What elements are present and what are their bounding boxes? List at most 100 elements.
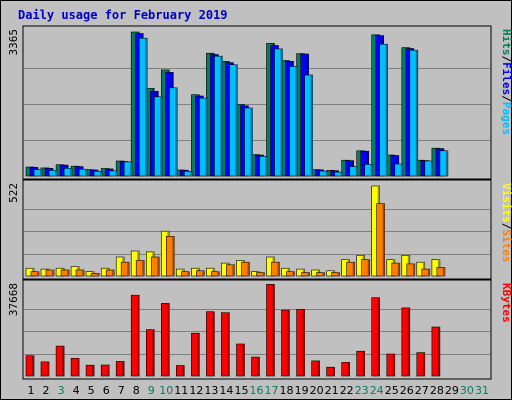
bar-shade <box>107 365 110 376</box>
bar-shade <box>265 156 268 176</box>
bar-shade <box>182 365 185 376</box>
bar-shade <box>212 311 215 376</box>
legend-requests: Hits/Files/Pages <box>500 29 512 135</box>
bar-shade <box>310 75 313 176</box>
x-tick-label: 30 <box>460 384 474 397</box>
chart-title: Daily usage for February 2019 <box>18 8 228 22</box>
panel-visits: 522 Visits/Sites <box>7 179 512 280</box>
legend-entry: / <box>500 56 512 63</box>
bar-shade <box>115 170 118 176</box>
panel-kbytes: 37668 KBytes <box>7 279 512 380</box>
x-tick-label: 29 <box>445 384 459 397</box>
x-tick-label: 5 <box>88 384 95 397</box>
bar-shade <box>295 66 298 176</box>
legend-entry: Files <box>500 62 512 95</box>
bar-shade <box>112 270 115 276</box>
bar-shade <box>337 272 340 276</box>
bar-shade <box>142 260 145 276</box>
bar-shade <box>130 161 133 176</box>
bar-shade <box>317 360 320 376</box>
bar-shade <box>277 262 280 276</box>
x-tick-label: 13 <box>204 384 218 397</box>
x-tick-label: 17 <box>265 384 279 397</box>
x-tick-label: 4 <box>73 384 80 397</box>
bar-shade <box>442 267 445 276</box>
bar-shade <box>325 171 328 176</box>
bar-shade <box>355 166 358 176</box>
bar-shade <box>197 333 200 376</box>
bar-shade <box>287 310 290 376</box>
bar-shade <box>437 327 440 376</box>
bar-shade <box>400 164 403 176</box>
bar-shade <box>280 48 283 176</box>
x-tick-label: 8 <box>133 384 140 397</box>
bar-shade <box>202 270 205 276</box>
bar-shade <box>97 273 100 276</box>
bar-shade <box>322 272 325 276</box>
y-axis-max-label: 3365 <box>7 29 20 56</box>
bar-shade <box>367 259 370 276</box>
x-tick-label: 28 <box>430 384 444 397</box>
panel-requests: 3365 Hits/Files/Pages <box>7 25 512 180</box>
legend-visits: Visits/Sites <box>500 183 512 263</box>
bar-shade <box>40 169 42 176</box>
y-axis-max-label: 37668 <box>7 283 20 316</box>
bar-shade <box>347 362 350 376</box>
bar-shade <box>397 263 400 276</box>
x-tick-label: 7 <box>118 384 125 397</box>
bar-shade <box>430 161 433 176</box>
bar-shade <box>145 38 148 177</box>
bar-shade <box>362 351 365 376</box>
bar-shade <box>55 170 57 176</box>
x-tick-label: 12 <box>189 384 203 397</box>
bar-shade <box>232 264 235 276</box>
bar-shade <box>412 263 415 276</box>
y-axis-max-label: 522 <box>7 183 20 203</box>
x-tick-label: 22 <box>340 384 354 397</box>
bar-shade <box>422 352 425 376</box>
bar-shade <box>205 98 208 176</box>
legend-entry: / <box>500 95 512 102</box>
x-axis-labels: 1 2 3 4 5 6 7 8 9 10 11 12 13 14 15 16 17 18 19 20 21 22 23 24 2… <box>28 384 490 397</box>
x-tick-label: 25 <box>385 384 399 397</box>
bar-shade <box>262 272 265 276</box>
bar-shade <box>190 171 193 176</box>
x-tick-label: 14 <box>219 384 233 397</box>
bar-shade <box>332 367 335 376</box>
x-tick-label: 19 <box>295 384 309 397</box>
bar-shade <box>366 151 369 176</box>
bar-shade <box>407 307 410 376</box>
legend-entry: Visits <box>500 183 512 223</box>
x-tick-label: 6 <box>103 384 110 397</box>
bar-shade <box>122 361 125 376</box>
x-tick-label: 15 <box>235 384 249 397</box>
bar-shade <box>67 270 70 276</box>
bar-shade <box>172 236 175 276</box>
legend-entry: Pages <box>500 102 512 135</box>
x-tick-label: 31 <box>475 384 489 397</box>
x-tick-label: 1 <box>28 384 35 397</box>
bar-shade <box>250 108 253 176</box>
x-tick-label: 24 <box>370 384 384 397</box>
bar-shade <box>137 295 140 376</box>
bar-shade <box>427 269 430 276</box>
bar-shade <box>220 56 223 177</box>
bar-shade <box>127 262 130 276</box>
bar-shade <box>227 312 230 376</box>
bar-shade <box>382 203 385 276</box>
bar-shade <box>85 169 88 176</box>
legend-entry: Hits <box>500 29 512 56</box>
bar-shade <box>52 270 54 276</box>
x-tick-label: 23 <box>355 384 369 397</box>
bar-shade <box>445 150 448 176</box>
x-tick-label: 11 <box>174 384 188 397</box>
bar-shade <box>415 50 418 177</box>
bar-shade <box>167 303 170 376</box>
legend-kbytes: KBytes <box>500 283 512 323</box>
bar-shade <box>82 270 85 276</box>
bar-shade <box>340 172 343 176</box>
bar-shade <box>175 87 178 176</box>
bar-shade <box>385 44 388 177</box>
x-tick-label: 9 <box>148 384 155 397</box>
